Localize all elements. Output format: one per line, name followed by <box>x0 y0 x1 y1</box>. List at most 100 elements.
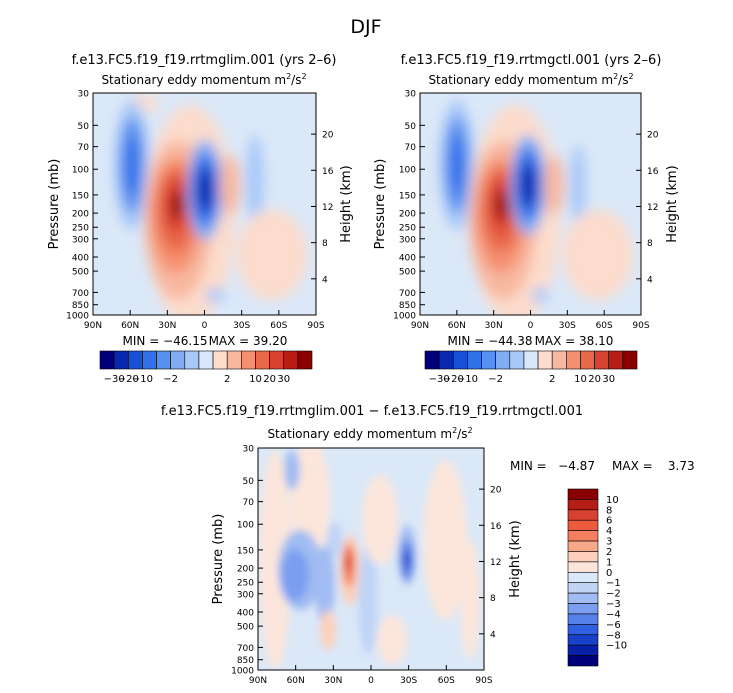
xtick-label: 90S <box>475 676 492 686</box>
colorbar-swatch <box>567 603 599 615</box>
panel-lim-ylabel: Pressure (mb) <box>47 159 62 250</box>
y2tick-label: 16 <box>322 167 334 177</box>
y2tick-label: 20 <box>490 486 502 496</box>
colorbar-label: −1 <box>606 578 621 589</box>
colorbar-label: 4 <box>606 526 612 537</box>
panel-diff-title: f.e13.FC5.f19_f19.rrtmglim.001 − f.e13.F… <box>161 404 583 419</box>
colorbar-swatch <box>567 582 599 594</box>
ytick-label: 200 <box>237 565 254 575</box>
panel-diff-min: MIN = −4.87 <box>510 459 595 473</box>
xtick-label: 90S <box>632 321 649 331</box>
xtick-label: 0 <box>202 321 208 331</box>
ytick-label: 200 <box>399 210 416 220</box>
colorbar-swatch <box>198 350 214 370</box>
y2tick-label: 4 <box>322 275 328 285</box>
xtick-label: 60S <box>270 321 287 331</box>
y2tick-label: 12 <box>490 558 501 568</box>
colorbar-swatch <box>170 350 186 370</box>
panel-ctl-subtitle: Stationary eddy momentum m2/s2 <box>428 72 633 87</box>
colorbar-label: 8 <box>606 505 612 516</box>
colorbar-label: 10 <box>249 374 262 385</box>
ytick-label: 500 <box>399 268 416 278</box>
colorbar-swatch <box>523 350 539 370</box>
y2tick-label: 8 <box>490 594 496 604</box>
colorbar-label: −6 <box>606 620 621 631</box>
xtick-label: 60S <box>596 321 613 331</box>
colorbar-label: −30 <box>104 374 125 385</box>
ytick-label: 250 <box>399 224 416 234</box>
xtick-label: 30S <box>233 321 250 331</box>
xtick-label: 90N <box>84 321 102 331</box>
ytick-label: 300 <box>72 235 89 245</box>
colorbar-swatch <box>509 350 525 370</box>
colorbar-label: 3 <box>606 537 612 548</box>
xtick-label: 90N <box>249 676 267 686</box>
ytick-label: 70 <box>243 498 255 508</box>
colorbar-swatch <box>495 350 511 370</box>
colorbar-label: −2 <box>163 374 178 385</box>
ytick-label: 850 <box>72 301 89 311</box>
colorbar-label: 2 <box>549 374 555 385</box>
colorbar-swatch <box>567 571 599 584</box>
ytick-label: 250 <box>237 579 254 589</box>
colorbar-label: 20 <box>588 374 601 385</box>
ytick-label: 30 <box>78 90 90 100</box>
colorbar-label: −20 <box>443 374 464 385</box>
xtick-label: 60S <box>438 676 455 686</box>
colorbar-swatch <box>283 350 299 370</box>
panel-ctl-ylabel: Pressure (mb) <box>373 159 388 250</box>
ytick-label: 70 <box>405 143 417 153</box>
ytick-label: 150 <box>237 546 254 556</box>
ytick-label: 50 <box>405 122 417 132</box>
colorbar-label: −30 <box>429 374 450 385</box>
ytick-label: 700 <box>72 289 89 299</box>
ytick-label: 300 <box>237 590 254 600</box>
ytick-label: 1000 <box>66 312 89 322</box>
colorbar-swatch <box>424 350 440 370</box>
ytick-label: 400 <box>72 253 89 263</box>
ytick-label: 100 <box>237 521 254 531</box>
panel-lim-min: MIN = −46.15 <box>123 334 208 348</box>
colorbar-swatch <box>567 519 599 531</box>
y2tick-label: 12 <box>647 203 658 213</box>
ytick-label: 500 <box>72 268 89 278</box>
colorbar-swatch <box>567 561 599 573</box>
y2tick-label: 4 <box>647 275 653 285</box>
xtick-label: 60N <box>121 321 139 331</box>
xtick-label: 0 <box>368 676 374 686</box>
colorbar-swatch <box>567 655 599 667</box>
panel-ctl-axes: 3050701001502002503004005007008501000481… <box>393 90 659 332</box>
ytick-label: 50 <box>78 122 90 132</box>
xtick-label: 90N <box>411 321 429 331</box>
colorbar-swatch <box>481 350 496 370</box>
y2tick-label: 16 <box>490 522 502 532</box>
ytick-label: 100 <box>399 166 416 176</box>
colorbar-label: 2 <box>606 547 612 558</box>
colorbar-label: −10 <box>606 641 627 652</box>
panel-lim-colorbar: −30−20−10 −2 2 10 20 30 <box>99 350 313 385</box>
ytick-label: 700 <box>237 644 254 654</box>
colorbar-swatch <box>269 350 285 370</box>
y2tick-label: 8 <box>322 239 328 249</box>
panel-lim-max: MAX = 39.20 <box>209 334 288 348</box>
xtick-label: 30N <box>485 321 503 331</box>
ytick-label: 850 <box>237 656 254 666</box>
panel-diff-axes: 3050701001502002503004005007008501000481… <box>231 445 502 687</box>
ytick-label: 300 <box>399 235 416 245</box>
panel-diff-ylabel: Pressure (mb) <box>211 514 226 605</box>
colorbar-swatch <box>594 350 610 370</box>
colorbar-label: −10 <box>457 374 478 385</box>
xtick-label: 0 <box>528 321 534 331</box>
colorbar-swatch <box>622 350 638 370</box>
colorbar-swatch <box>438 350 454 370</box>
xtick-label: 60N <box>287 676 305 686</box>
xtick-label: 30S <box>559 321 576 331</box>
ytick-label: 1000 <box>393 312 416 322</box>
colorbar-swatch <box>142 350 157 370</box>
colorbar-label: 10 <box>574 374 587 385</box>
panel-ctl-title: f.e13.FC5.f19_f19.rrtmgctl.001 (yrs 2–6) <box>401 53 662 68</box>
colorbar-swatch <box>567 613 599 625</box>
y2tick-label: 4 <box>490 630 496 640</box>
colorbar-swatch <box>127 350 143 370</box>
